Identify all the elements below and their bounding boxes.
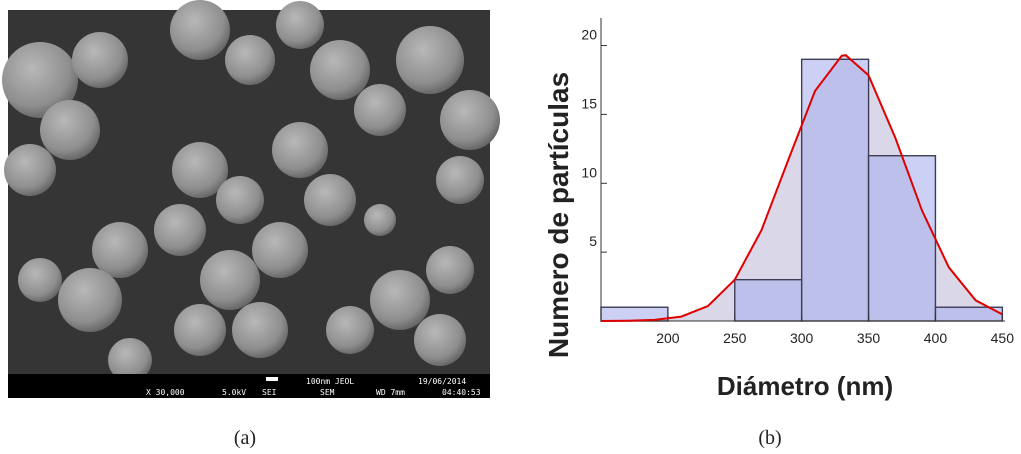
x-axis-title: Diámetro (nm): [717, 371, 893, 401]
figure: 100nm JEOL 19/06/2014 X 30,000 5.0kV SEI…: [0, 0, 1021, 454]
voltage: 5.0kV: [222, 388, 246, 397]
working-distance: WD 7mm: [376, 388, 405, 397]
x-tick-label: 250: [723, 330, 747, 346]
magnification: X 30,000: [146, 388, 185, 397]
x-tick-label: 300: [790, 330, 814, 346]
x-tick-label: 450: [991, 330, 1015, 346]
bar: [735, 280, 802, 321]
mode: SEI: [262, 388, 277, 397]
bar: [869, 156, 936, 321]
y-tick-label: 20: [581, 27, 597, 43]
scale-label: 100nm JEOL: [306, 377, 354, 386]
plot: 5 10 15 20 200 250 300 350 400 450: [581, 18, 1014, 346]
x-tick-label: 200: [656, 330, 680, 346]
time: 04:40:53: [442, 388, 481, 397]
y-tick-label: 15: [581, 95, 597, 111]
x-tick-label: 400: [924, 330, 948, 346]
detector: SEM: [320, 388, 335, 397]
y-tick-label: 10: [581, 164, 597, 180]
sem-image: 100nm JEOL 19/06/2014 X 30,000 5.0kV SEI…: [2, 0, 500, 398]
caption: (a): [234, 427, 256, 449]
y-axis-title: Numero de partículas: [543, 72, 574, 358]
x-tick-label: 350: [857, 330, 881, 346]
y-tick-label: 5: [589, 233, 597, 249]
date: 19/06/2014: [418, 377, 466, 386]
caption: (b): [758, 427, 781, 449]
